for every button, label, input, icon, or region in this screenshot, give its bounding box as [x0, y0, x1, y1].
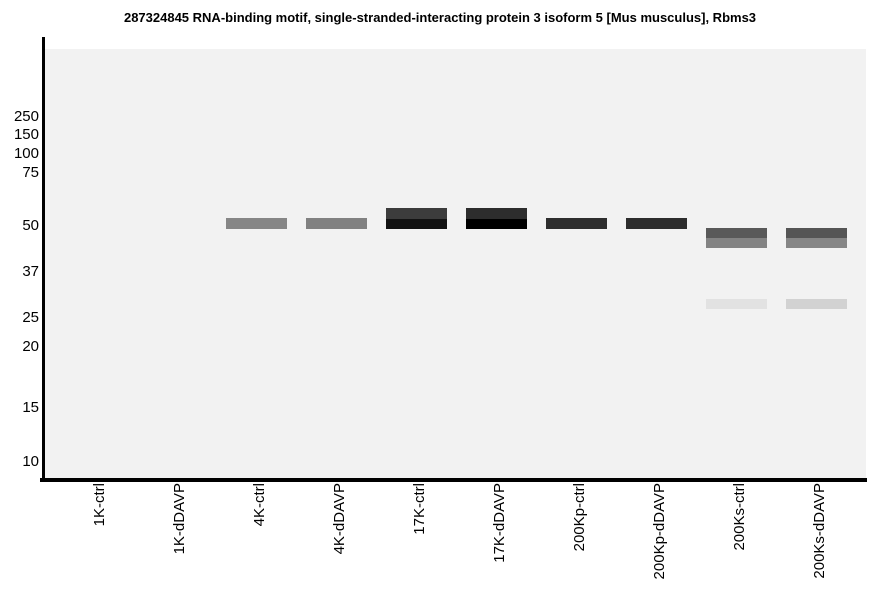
- y-axis-tick-label: 37: [22, 263, 39, 280]
- protein-band: [785, 238, 847, 248]
- chart-title: 287324845 RNA-binding motif, single-stra…: [123, 10, 757, 25]
- y-axis-tick-label: 100: [13, 145, 39, 162]
- lane-label: 4K-dDAVP: [331, 483, 348, 555]
- protein-band: [385, 219, 447, 229]
- protein-band: [705, 299, 767, 309]
- lane-label: 200Kp-dDAVP: [651, 483, 668, 580]
- y-axis-tick-label: 20: [22, 338, 39, 355]
- lane-label: 200Kp-ctrl: [571, 483, 588, 552]
- protein-band: [465, 219, 527, 229]
- lane-label: 1K-ctrl: [91, 483, 108, 527]
- lane-label: 200Ks-ctrl: [731, 483, 748, 551]
- protein-band: [705, 238, 767, 248]
- protein-band: [225, 218, 287, 229]
- protein-band: [465, 208, 527, 219]
- y-axis-tick-label: 25: [22, 309, 39, 326]
- protein-band: [385, 208, 447, 219]
- y-axis-tick-label: 75: [22, 164, 39, 181]
- lane-label: 200Ks-dDAVP: [811, 483, 828, 579]
- y-axis-tick-label: 15: [22, 399, 39, 416]
- protein-band: [785, 299, 847, 309]
- protein-band: [705, 228, 767, 238]
- y-axis-tick-label: 250: [13, 108, 39, 125]
- plot-area: [45, 49, 866, 478]
- protein-band: [305, 218, 367, 229]
- y-axis-tick-label: 50: [22, 217, 39, 234]
- y-axis-line: [42, 37, 45, 482]
- lane-label: 4K-ctrl: [251, 483, 268, 527]
- lane-label: 17K-ctrl: [411, 483, 428, 535]
- y-axis-tick-label: 150: [13, 126, 39, 143]
- protein-band: [785, 228, 847, 238]
- lane-label: 1K-dDAVP: [171, 483, 188, 555]
- protein-band: [545, 218, 607, 229]
- lane-label: 17K-dDAVP: [491, 483, 508, 563]
- x-axis-line: [40, 478, 867, 482]
- protein-band: [625, 218, 687, 229]
- y-axis-tick-label: 10: [22, 453, 39, 470]
